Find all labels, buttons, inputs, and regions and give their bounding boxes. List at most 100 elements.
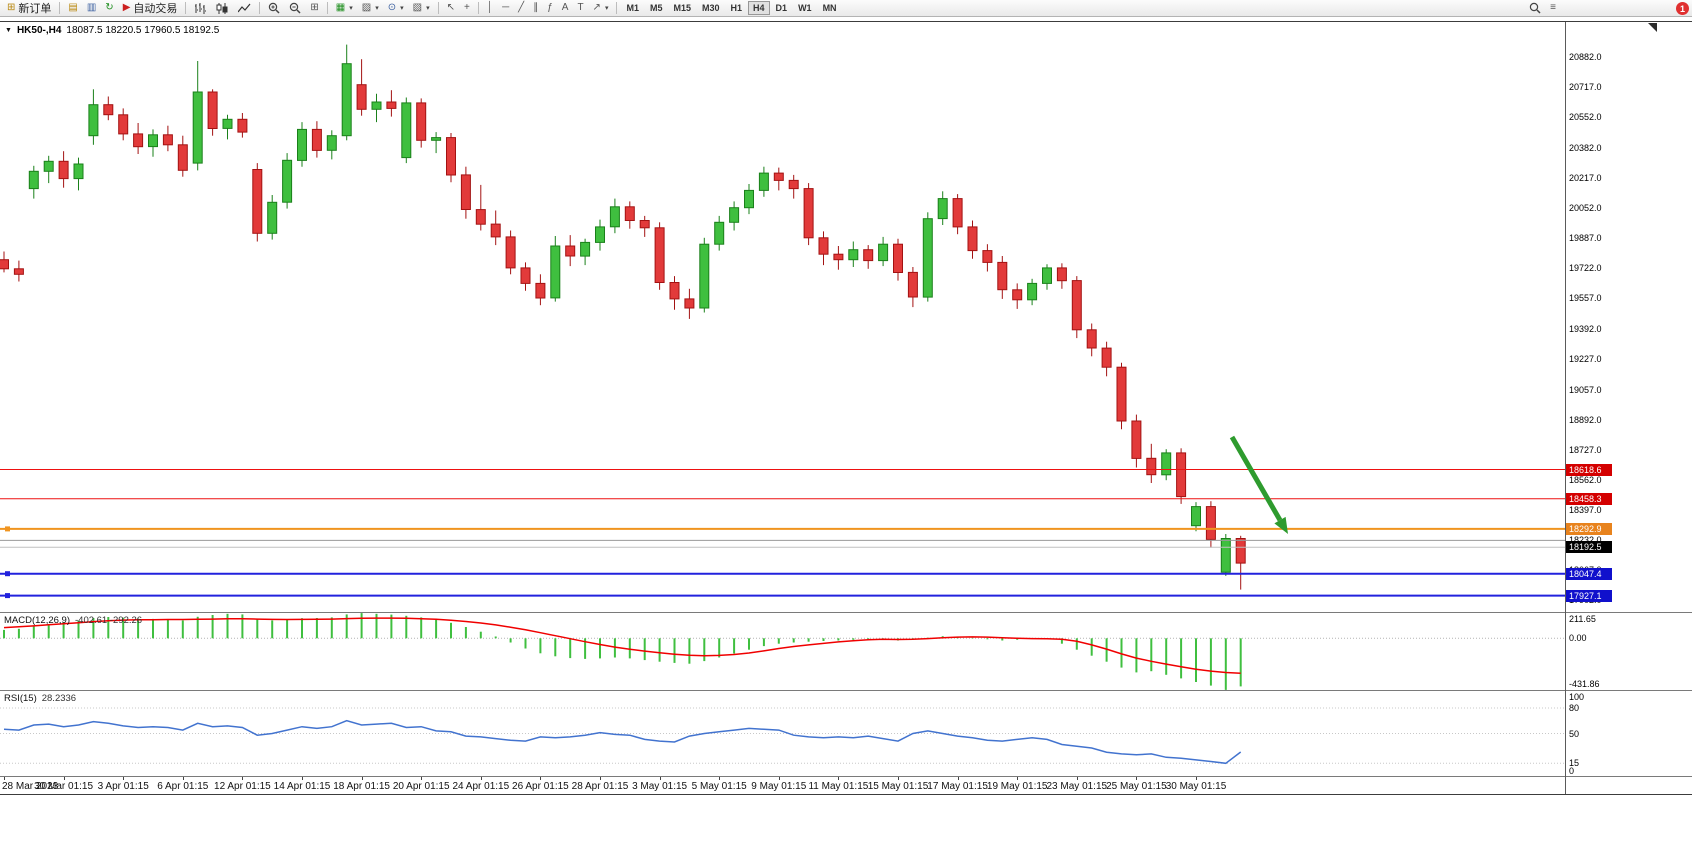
chart-shift-marker[interactable] (1648, 23, 1657, 32)
candle-body (13, 268, 24, 275)
candle-body (103, 104, 114, 116)
profiles-icon: ▨ (361, 2, 372, 13)
market-watch-button[interactable]: ▤ (64, 0, 81, 17)
candle-body (848, 249, 859, 261)
line-handle[interactable] (5, 571, 10, 577)
vertical-line-tool-button[interactable]: │ (483, 0, 497, 17)
candle-body (1012, 289, 1023, 301)
text-tool-button[interactable]: A (558, 0, 573, 17)
auto-trading-button[interactable]: ▶ 自动交易 (119, 0, 182, 17)
period-button[interactable]: ⊙ ▾ (384, 0, 408, 17)
trendline-tool-button[interactable]: ╱ (514, 0, 528, 17)
time-axis-label: 5 May 01:15 (691, 781, 747, 792)
timeframe-mn-button[interactable]: MN (822, 3, 837, 13)
price-axis-tick: 20882.0 (1569, 51, 1602, 62)
time-axis-label: 12 Apr 01:15 (214, 781, 271, 792)
chevron-down-icon: ▾ (604, 5, 609, 12)
new-order-button[interactable]: ⊞ 新订单 (3, 0, 55, 17)
new-chart-icon: ▦ (335, 2, 346, 13)
toolbar: ⊞ 新订单 ▤ ▥ ↻ ▶ 自动交易 (0, 0, 1692, 17)
navigator-button[interactable]: ↻ (101, 0, 117, 17)
panel-divider[interactable] (0, 690, 1692, 691)
macd-name: MACD(12,26,9) (4, 615, 70, 626)
time-axis-tick (480, 777, 482, 780)
candle-body (133, 133, 144, 148)
rsi-panel-canvas[interactable] (0, 691, 1565, 776)
candle-body (282, 159, 293, 203)
price-axis-tick: 20382.0 (1569, 143, 1602, 154)
time-axis[interactable]: 28 Mar 2023 30 Mar 01:15 3 Apr 01:15 6 Apr … (0, 777, 1565, 794)
channel-tool-button[interactable]: ∥ (529, 0, 542, 17)
timeframe-m1-button[interactable]: M1 (626, 3, 639, 13)
new-chart-button[interactable]: ▦ ▾ (332, 0, 357, 17)
bar-chart-button[interactable] (190, 0, 211, 17)
ohlc-values-label: 18087.5 18220.5 17960.5 18192.5 (66, 25, 220, 36)
candle-body (73, 163, 84, 180)
time-axis-label: 18 Apr 01:15 (333, 781, 390, 792)
trend-arrow-head[interactable] (1274, 516, 1288, 534)
label-tool-button[interactable]: T (573, 0, 587, 17)
panel-divider[interactable] (0, 612, 1692, 613)
timeframe-m30-button[interactable]: M30 (702, 3, 720, 13)
price-axis-tick: 19887.0 (1569, 233, 1602, 244)
price-axis-tick: 20052.0 (1569, 203, 1602, 214)
chevron-down-icon: ▾ (349, 5, 353, 12)
search-button[interactable] (1525, 0, 1545, 17)
toolbar-separator (326, 2, 328, 14)
crosshair-tool-button[interactable]: + (460, 0, 474, 17)
timeframe-w1-button[interactable]: W1 (798, 3, 812, 13)
candle-body (833, 253, 844, 261)
candle-body (520, 267, 531, 284)
timeframe-m5-button[interactable]: M5 (649, 3, 663, 13)
candle-body (773, 172, 784, 181)
timeframe-h1-button[interactable]: H1 (730, 3, 743, 13)
price-axis-tick: 20217.0 (1569, 173, 1602, 184)
rsi-axis-label: 0 (1569, 766, 1575, 776)
candle-body (490, 223, 501, 238)
trend-arrow[interactable] (1229, 435, 1283, 522)
cursor-tool-button[interactable]: ↖ (443, 0, 459, 17)
fibonacci-tool-button[interactable]: ƒ (543, 0, 557, 17)
templates-button[interactable]: ▧ ▾ (409, 0, 434, 17)
line-handle[interactable] (5, 526, 10, 532)
zoom-in-button[interactable] (264, 0, 284, 17)
data-window-button[interactable]: ▥ (83, 0, 100, 17)
collapse-triangle-icon[interactable]: ▼ (5, 27, 12, 34)
line-chart-button[interactable] (234, 0, 255, 17)
symbol-timeframe-label: HK50-,H4 (16, 25, 62, 36)
time-axis-label: 14 Apr 01:15 (273, 781, 331, 792)
time-axis-tick (421, 777, 423, 780)
timeframe-d1-button[interactable]: D1 (775, 3, 788, 13)
candle-body (580, 241, 591, 257)
menu-button[interactable]: ≡ (1546, 0, 1560, 17)
price-line-label: 17927.1 (1566, 589, 1612, 602)
zoom-out-button[interactable] (285, 0, 305, 17)
profiles-button[interactable]: ▨ ▾ (358, 0, 383, 17)
time-axis-tick (838, 777, 840, 780)
price-axis-border (1565, 22, 1566, 794)
macd-panel-canvas[interactable] (0, 613, 1565, 690)
horizontal-line-tool-button[interactable]: ─ (498, 0, 513, 17)
time-axis-tick (242, 777, 244, 780)
candle-body (878, 243, 889, 262)
candlestick-chart-button[interactable] (212, 0, 233, 17)
rsi-indicator-label: RSI(15) 28.2336 (4, 693, 76, 704)
line-handle[interactable] (5, 593, 10, 599)
macd-indicator-label: MACD(12,26,9) -402.61 -292.26 (4, 615, 142, 626)
candle-body (788, 179, 799, 190)
time-axis-label: 6 Apr 01:15 (157, 781, 209, 792)
candle-body (1161, 452, 1172, 476)
time-axis-tick (1076, 777, 1078, 780)
time-axis-label: 3 May 01:15 (632, 781, 688, 792)
notification-badge[interactable]: 1 (1676, 2, 1689, 15)
candle-body (1101, 347, 1112, 368)
candle-body (1191, 506, 1201, 527)
timeframe-m15-button[interactable]: M15 (673, 3, 691, 13)
auto-trading-icon: ▶ (122, 2, 131, 13)
arrows-tool-button[interactable]: ↗ ▾ (589, 0, 613, 17)
price-axis-tick: 19557.0 (1569, 293, 1602, 304)
price-chart-canvas[interactable] (0, 22, 1565, 612)
tile-windows-button[interactable]: ⊞ (306, 0, 322, 17)
timeframe-h4-button[interactable]: H4 (748, 1, 770, 15)
candle-body (907, 271, 918, 298)
